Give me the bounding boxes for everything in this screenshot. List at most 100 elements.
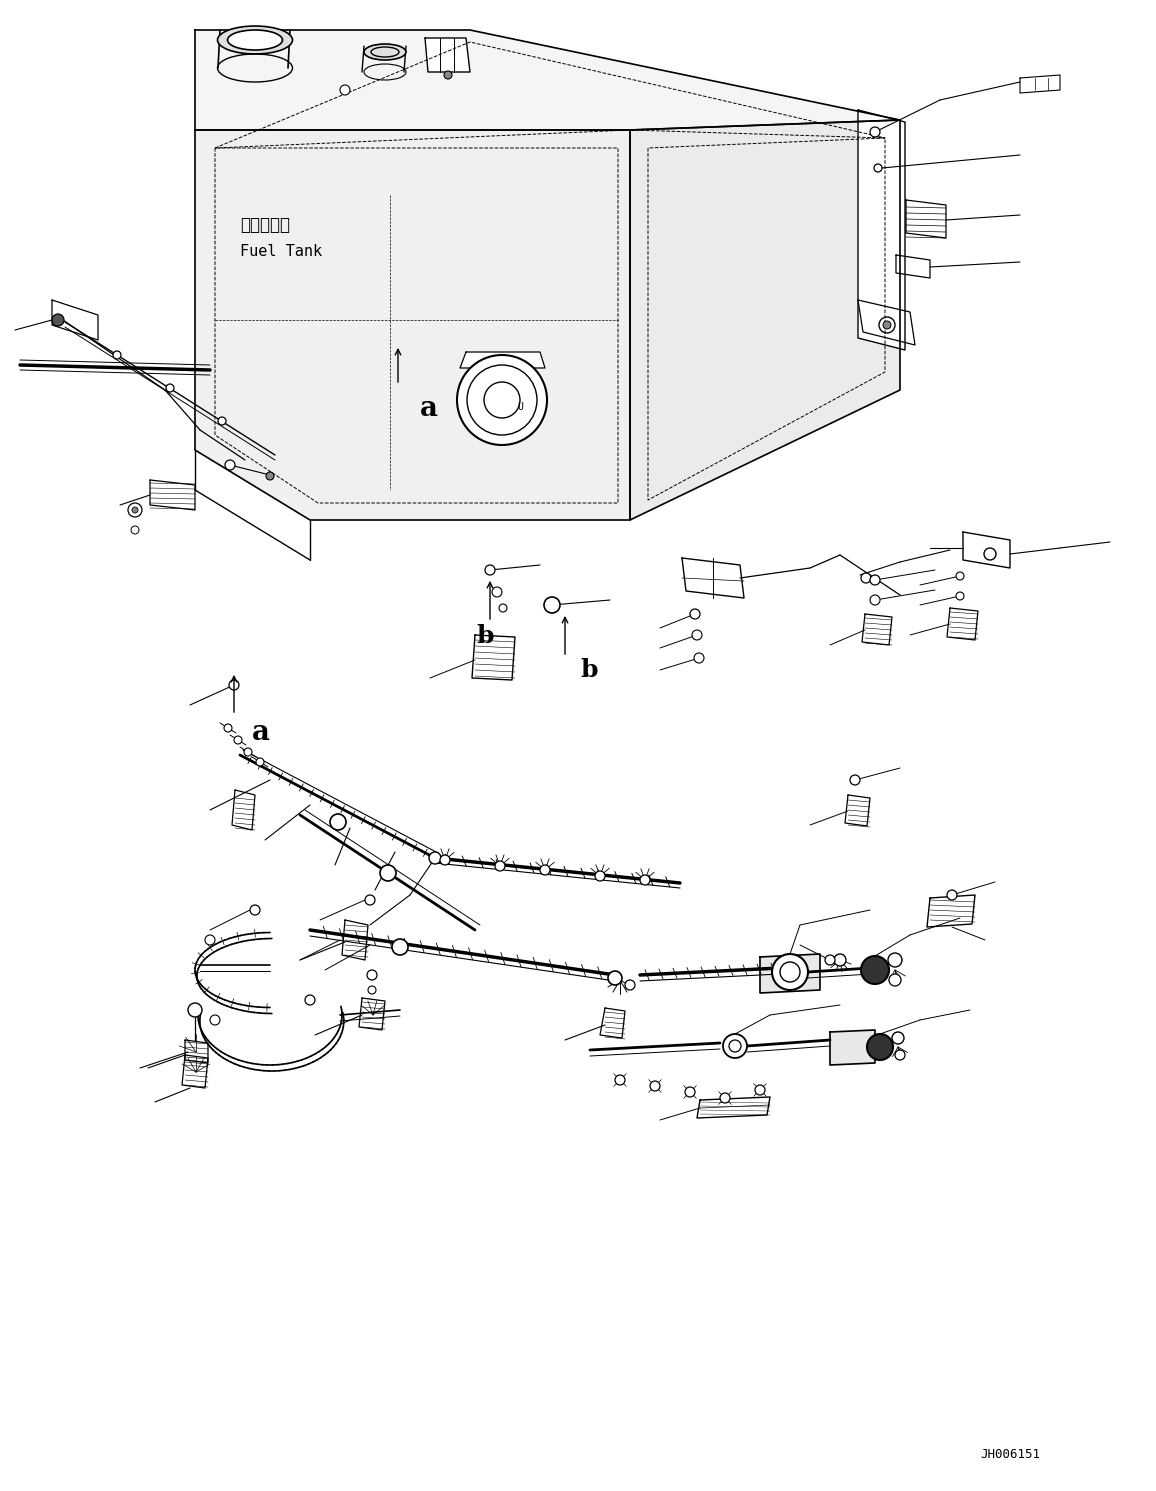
- Circle shape: [229, 680, 239, 690]
- Circle shape: [889, 974, 901, 986]
- Circle shape: [772, 954, 808, 990]
- Circle shape: [113, 350, 121, 359]
- Circle shape: [305, 994, 314, 1005]
- Ellipse shape: [228, 30, 282, 51]
- Circle shape: [984, 549, 996, 561]
- Ellipse shape: [217, 25, 292, 54]
- Polygon shape: [697, 1097, 770, 1118]
- Circle shape: [429, 851, 440, 863]
- Circle shape: [895, 1050, 905, 1060]
- Polygon shape: [52, 300, 98, 340]
- Circle shape: [692, 631, 702, 640]
- Circle shape: [650, 1081, 660, 1091]
- Circle shape: [218, 417, 227, 425]
- Polygon shape: [472, 635, 516, 680]
- Circle shape: [883, 321, 891, 330]
- Circle shape: [499, 604, 507, 611]
- Text: JH006151: JH006151: [980, 1448, 1040, 1461]
- Circle shape: [329, 814, 346, 830]
- Circle shape: [850, 775, 860, 784]
- Polygon shape: [858, 110, 905, 350]
- Polygon shape: [360, 997, 385, 1030]
- Circle shape: [615, 1075, 625, 1085]
- Polygon shape: [232, 790, 255, 830]
- Circle shape: [690, 608, 701, 619]
- Polygon shape: [342, 920, 368, 960]
- Circle shape: [720, 1093, 729, 1103]
- Circle shape: [128, 502, 142, 517]
- Polygon shape: [425, 37, 470, 72]
- Circle shape: [340, 85, 350, 95]
- Circle shape: [255, 757, 264, 766]
- Circle shape: [368, 986, 376, 994]
- Circle shape: [250, 905, 260, 915]
- Circle shape: [266, 473, 274, 480]
- Circle shape: [608, 971, 622, 986]
- Polygon shape: [682, 558, 744, 598]
- Polygon shape: [845, 795, 870, 826]
- Circle shape: [380, 865, 397, 881]
- Circle shape: [595, 871, 605, 881]
- Circle shape: [861, 956, 889, 984]
- Circle shape: [131, 526, 139, 534]
- Circle shape: [132, 507, 138, 513]
- Circle shape: [188, 1003, 202, 1017]
- Circle shape: [440, 854, 450, 865]
- Polygon shape: [906, 200, 946, 239]
- Polygon shape: [858, 300, 916, 344]
- Circle shape: [947, 890, 957, 901]
- Circle shape: [244, 748, 252, 756]
- Circle shape: [861, 573, 870, 583]
- Polygon shape: [947, 608, 978, 640]
- Text: U: U: [517, 403, 523, 412]
- Circle shape: [892, 1032, 904, 1044]
- Circle shape: [755, 1085, 765, 1094]
- Circle shape: [486, 565, 495, 576]
- Circle shape: [205, 935, 215, 945]
- Polygon shape: [927, 895, 975, 927]
- Circle shape: [444, 72, 452, 79]
- Circle shape: [457, 355, 547, 444]
- Circle shape: [694, 653, 704, 663]
- Polygon shape: [963, 532, 1010, 568]
- Polygon shape: [600, 1008, 625, 1038]
- Circle shape: [495, 860, 505, 871]
- Polygon shape: [150, 480, 195, 510]
- Polygon shape: [181, 1056, 208, 1088]
- Circle shape: [225, 461, 235, 470]
- Circle shape: [870, 576, 880, 584]
- Polygon shape: [185, 1041, 208, 1063]
- Circle shape: [224, 725, 232, 732]
- Polygon shape: [460, 352, 544, 368]
- Text: 燃料タンク: 燃料タンク: [240, 216, 290, 234]
- Circle shape: [870, 595, 880, 605]
- Text: a: a: [252, 719, 271, 746]
- Polygon shape: [195, 130, 630, 520]
- Circle shape: [234, 737, 242, 744]
- Text: a: a: [420, 395, 438, 422]
- Circle shape: [888, 953, 902, 968]
- Circle shape: [686, 1087, 695, 1097]
- Ellipse shape: [364, 45, 406, 60]
- Text: b: b: [476, 625, 494, 649]
- Polygon shape: [830, 1030, 875, 1065]
- Text: b: b: [580, 658, 598, 681]
- Circle shape: [825, 956, 835, 965]
- Circle shape: [640, 875, 650, 886]
- Circle shape: [492, 587, 502, 596]
- Circle shape: [867, 1033, 892, 1060]
- Circle shape: [540, 865, 550, 875]
- Circle shape: [365, 895, 375, 905]
- Circle shape: [166, 385, 175, 392]
- Circle shape: [870, 127, 880, 137]
- Circle shape: [366, 971, 377, 980]
- Circle shape: [722, 1033, 747, 1059]
- Circle shape: [52, 315, 64, 327]
- Circle shape: [956, 573, 964, 580]
- Polygon shape: [862, 614, 892, 646]
- Circle shape: [833, 954, 846, 966]
- Circle shape: [874, 164, 882, 171]
- Polygon shape: [195, 30, 901, 130]
- Polygon shape: [759, 954, 820, 993]
- Circle shape: [625, 980, 635, 990]
